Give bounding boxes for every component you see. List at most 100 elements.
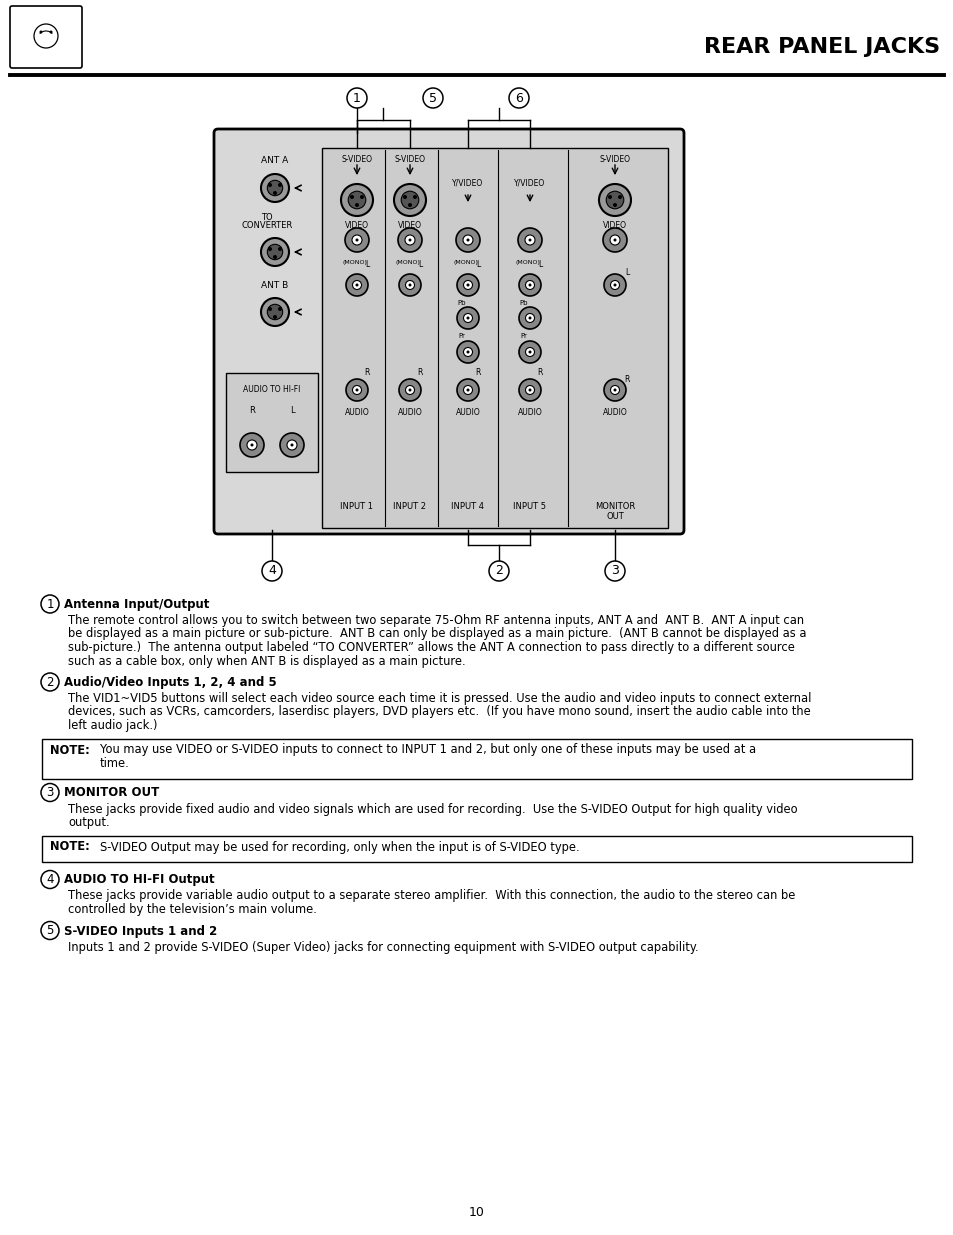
Circle shape xyxy=(618,195,621,199)
Circle shape xyxy=(607,195,612,199)
Text: NOTE:: NOTE: xyxy=(50,743,90,757)
Text: S-VIDEO Output may be used for recording, only when the input is of S-VIDEO type: S-VIDEO Output may be used for recording… xyxy=(100,841,579,853)
Circle shape xyxy=(277,183,282,186)
Text: Inputs 1 and 2 provide S-VIDEO (Super Video) jacks for connecting equipment with: Inputs 1 and 2 provide S-VIDEO (Super Vi… xyxy=(68,941,698,953)
Circle shape xyxy=(273,315,276,319)
Text: Y/VIDEO: Y/VIDEO xyxy=(452,178,483,186)
Text: L: L xyxy=(364,261,369,269)
Text: S-VIDEO Inputs 1 and 2: S-VIDEO Inputs 1 and 2 xyxy=(64,925,217,937)
Circle shape xyxy=(524,235,535,245)
Text: devices, such as VCRs, camcorders, laserdisc players, DVD players etc.  (If you : devices, such as VCRs, camcorders, laser… xyxy=(68,705,810,719)
Circle shape xyxy=(352,280,361,289)
Circle shape xyxy=(355,203,358,207)
Text: 3: 3 xyxy=(611,564,618,578)
Circle shape xyxy=(525,385,534,394)
Text: VIDEO: VIDEO xyxy=(345,221,369,230)
Circle shape xyxy=(251,443,253,447)
Circle shape xyxy=(405,235,415,245)
Text: 5: 5 xyxy=(429,91,436,105)
Circle shape xyxy=(268,308,272,311)
Text: R: R xyxy=(416,368,422,377)
Circle shape xyxy=(463,314,472,322)
Circle shape xyxy=(280,433,304,457)
Text: time.: time. xyxy=(100,757,130,769)
Circle shape xyxy=(610,385,618,394)
Text: MONITOR
OUT: MONITOR OUT xyxy=(595,501,635,521)
Text: R: R xyxy=(364,368,370,377)
Circle shape xyxy=(528,351,531,353)
Text: (MONO): (MONO) xyxy=(342,261,367,266)
Text: AUDIO: AUDIO xyxy=(517,408,542,417)
Circle shape xyxy=(273,254,276,259)
Text: INPUT 4: INPUT 4 xyxy=(451,501,484,511)
Text: REAR PANEL JACKS: REAR PANEL JACKS xyxy=(703,37,939,57)
Text: such as a cable box, only when ANT B is displayed as a main picture.: such as a cable box, only when ANT B is … xyxy=(68,655,465,667)
Text: L: L xyxy=(290,406,294,415)
Text: L: L xyxy=(624,268,628,277)
FancyBboxPatch shape xyxy=(226,373,317,472)
Text: (MONO): (MONO) xyxy=(453,261,478,266)
Text: 10: 10 xyxy=(469,1207,484,1219)
Text: AUDIO: AUDIO xyxy=(602,408,627,417)
Text: 5: 5 xyxy=(47,924,53,937)
Circle shape xyxy=(408,238,411,242)
Text: R: R xyxy=(475,368,480,377)
Circle shape xyxy=(402,195,407,199)
Circle shape xyxy=(397,228,421,252)
Circle shape xyxy=(603,379,625,401)
Text: Pr: Pr xyxy=(458,333,465,338)
Circle shape xyxy=(456,341,478,363)
Circle shape xyxy=(352,385,361,394)
Text: AUDIO: AUDIO xyxy=(344,408,369,417)
Circle shape xyxy=(394,184,426,216)
Circle shape xyxy=(355,389,358,391)
Circle shape xyxy=(525,314,534,322)
Text: L: L xyxy=(476,261,479,269)
Text: S-VIDEO: S-VIDEO xyxy=(341,156,372,164)
Text: R: R xyxy=(249,406,254,415)
Circle shape xyxy=(398,274,420,296)
Text: INPUT 2: INPUT 2 xyxy=(393,501,426,511)
Circle shape xyxy=(261,238,289,266)
Circle shape xyxy=(268,247,272,251)
Text: VIDEO: VIDEO xyxy=(397,221,421,230)
Text: CONVERTER: CONVERTER xyxy=(241,221,293,230)
Circle shape xyxy=(466,389,469,391)
Text: (MONO): (MONO) xyxy=(395,261,420,266)
Circle shape xyxy=(518,379,540,401)
Circle shape xyxy=(405,280,414,289)
Circle shape xyxy=(528,284,531,287)
Text: 4: 4 xyxy=(268,564,275,578)
Text: L: L xyxy=(537,261,541,269)
Text: These jacks provide variable audio output to a separate stereo amplifier.  With : These jacks provide variable audio outpu… xyxy=(68,889,795,903)
Circle shape xyxy=(352,235,361,245)
Text: be displayed as a main picture or sub-picture.  ANT B can only be displayed as a: be displayed as a main picture or sub-pi… xyxy=(68,627,805,641)
Text: sub-picture.)  The antenna output labeled “TO CONVERTER” allows the ANT A connec: sub-picture.) The antenna output labeled… xyxy=(68,641,794,655)
Text: AUDIO: AUDIO xyxy=(456,408,480,417)
Circle shape xyxy=(355,284,358,287)
FancyBboxPatch shape xyxy=(42,836,911,862)
Circle shape xyxy=(277,247,282,251)
Circle shape xyxy=(456,228,479,252)
Circle shape xyxy=(466,316,469,320)
Text: INPUT 1: INPUT 1 xyxy=(340,501,374,511)
Text: 4: 4 xyxy=(46,873,53,885)
Circle shape xyxy=(247,440,256,450)
Text: NOTE:: NOTE: xyxy=(50,841,90,853)
Circle shape xyxy=(348,191,365,209)
Circle shape xyxy=(525,280,534,289)
Circle shape xyxy=(240,433,264,457)
Circle shape xyxy=(463,347,472,357)
Text: 1: 1 xyxy=(353,91,360,105)
Circle shape xyxy=(267,304,282,320)
Circle shape xyxy=(528,316,531,320)
Circle shape xyxy=(613,389,616,391)
Text: L: L xyxy=(417,261,421,269)
FancyBboxPatch shape xyxy=(10,6,82,68)
Text: VIDEO: VIDEO xyxy=(602,221,626,230)
Circle shape xyxy=(456,379,478,401)
Circle shape xyxy=(518,274,540,296)
Circle shape xyxy=(462,235,473,245)
Circle shape xyxy=(598,184,630,216)
Text: AUDIO: AUDIO xyxy=(397,408,422,417)
